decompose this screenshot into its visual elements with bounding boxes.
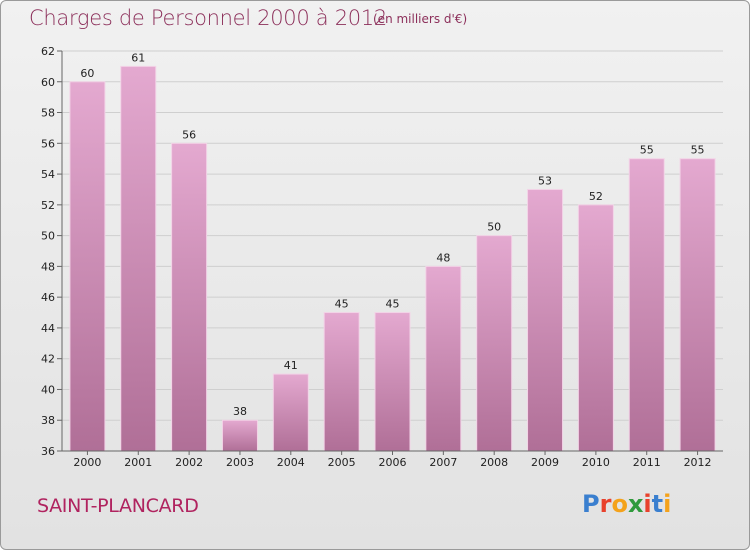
bar [374, 312, 411, 452]
data-label: 55 [640, 144, 654, 157]
data-label: 60 [80, 67, 94, 80]
x-tick-label: 2010 [582, 456, 610, 469]
x-tick-label: 2012 [684, 456, 712, 469]
data-label: 45 [335, 298, 349, 311]
x-tick-label: 2001 [124, 456, 152, 469]
data-label: 52 [589, 190, 603, 203]
bar [120, 65, 157, 452]
y-tick-label: 44 [41, 322, 55, 335]
bar [577, 204, 614, 452]
y-tick-label: 42 [41, 353, 55, 366]
logo-letter: i [663, 490, 672, 518]
x-tick-label: 2002 [175, 456, 203, 469]
y-tick-label: 52 [41, 199, 55, 212]
y-axis: 36 38 40 42 44 46 48 50 52 54 56 58 60 62 [41, 45, 63, 458]
data-label: 38 [233, 405, 247, 418]
logo-letter: r [599, 490, 612, 518]
bar [476, 235, 513, 452]
bar [171, 142, 208, 452]
y-tick-label: 54 [41, 168, 55, 181]
chart-units: (en milliers d'€) [373, 12, 468, 26]
y-tick-label: 60 [41, 76, 55, 89]
y-tick-label: 46 [41, 291, 55, 304]
x-tick-label: 2003 [226, 456, 254, 469]
y-tick-label: 56 [41, 137, 55, 150]
x-tick-label: 2009 [531, 456, 559, 469]
data-label: 56 [182, 128, 196, 141]
data-label: 53 [538, 174, 552, 187]
y-tick-label: 36 [41, 445, 55, 458]
x-tick-label: 2005 [328, 456, 356, 469]
data-labels: 60 61 56 38 41 45 45 48 50 53 52 55 55 [80, 51, 704, 418]
bar [221, 419, 258, 452]
x-tick-label: 2011 [633, 456, 661, 469]
y-tick-label: 58 [41, 107, 55, 120]
data-label: 48 [436, 251, 450, 264]
y-tick-label: 40 [41, 383, 55, 396]
data-label: 50 [487, 221, 501, 234]
bar [425, 265, 462, 452]
logo-letter: o [611, 490, 628, 518]
data-label: 55 [691, 144, 705, 157]
x-tick-label: 2004 [277, 456, 305, 469]
bar [527, 188, 564, 452]
data-label: 45 [386, 298, 400, 311]
bar [69, 81, 106, 452]
logo-letter: P [582, 490, 600, 518]
bar [272, 373, 309, 452]
y-tick-label: 48 [41, 260, 55, 273]
logo-letter: x [627, 490, 644, 518]
y-tick-label: 50 [41, 230, 55, 243]
chart-title: Charges de Personnel 2000 à 2012 [29, 6, 387, 30]
x-tick-label: 2007 [429, 456, 457, 469]
x-tick-label: 2000 [73, 456, 101, 469]
commune-name: SAINT-PLANCARD [37, 495, 199, 517]
y-tick-label: 38 [41, 414, 55, 427]
data-label: 41 [284, 359, 298, 372]
data-label: 61 [131, 51, 145, 64]
logo-letter: i [643, 490, 652, 518]
x-tick-label: 2008 [480, 456, 508, 469]
bars [69, 65, 716, 452]
proxiti-logo[interactable]: Proxiti [582, 490, 671, 518]
bar [679, 158, 716, 452]
x-axis: 2000 2001 2002 2003 2004 2005 2006 2007 2008 2009… [62, 450, 723, 469]
x-tick-label: 2006 [379, 456, 407, 469]
y-tick-label: 62 [41, 45, 55, 58]
bar [323, 312, 360, 452]
logo-letter: t [651, 490, 664, 518]
bar [628, 158, 665, 452]
